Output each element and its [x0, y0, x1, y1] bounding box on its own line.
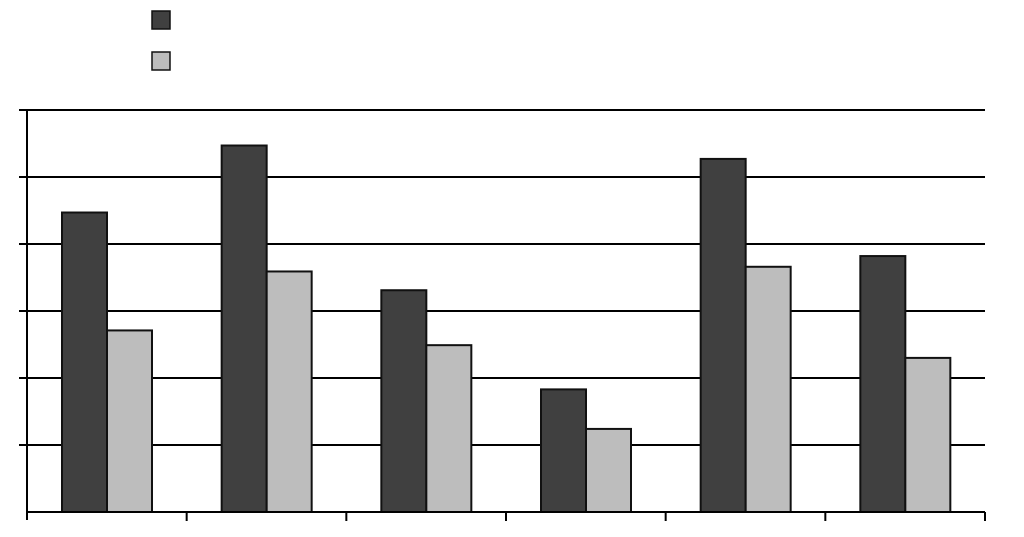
legend-swatch-series2: [151, 51, 171, 71]
bar-series1: [540, 388, 587, 514]
bar-series1: [380, 289, 428, 514]
bar-series1: [699, 157, 747, 513]
legend-swatch-series1: [151, 10, 171, 30]
bar-series2: [265, 270, 313, 513]
bar-series2: [106, 329, 153, 513]
gridlines: [27, 109, 985, 446]
bar-series2: [744, 265, 792, 513]
bar-series2: [425, 344, 473, 514]
axes: [19, 109, 986, 521]
bar-series1: [61, 211, 108, 513]
bar-series1: [220, 144, 268, 513]
bar-series2: [904, 356, 952, 513]
bars: [61, 144, 952, 514]
legend: [151, 10, 171, 71]
bar-series1: [859, 255, 907, 513]
bar-series2: [585, 427, 632, 514]
